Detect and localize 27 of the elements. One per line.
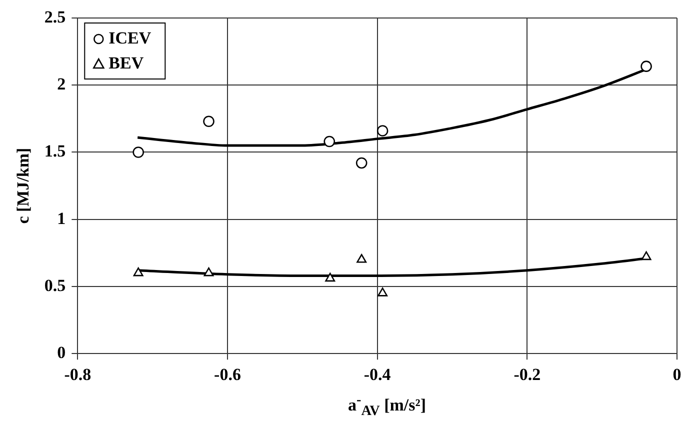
y-tick-label: 2	[57, 74, 66, 94]
y-tick-label: 0	[57, 342, 66, 362]
point	[640, 60, 652, 72]
point	[325, 272, 336, 282]
x-tick-label: -0.4	[364, 365, 392, 384]
x-axis-title: a$^{-}$$_{AV}$ [m/s²]	[346, 392, 427, 420]
point	[324, 136, 336, 148]
x-tick-label: -0.2	[514, 365, 541, 384]
point	[376, 125, 388, 136]
x-tick-label: -0.8	[64, 365, 92, 384]
x-tick-label: -0.6	[214, 365, 241, 384]
legend-label: ICEV	[108, 28, 152, 48]
point	[204, 267, 214, 276]
point	[356, 254, 367, 263]
y-tick-label: 2.5	[44, 7, 66, 26]
x-tick-label: 0	[672, 365, 682, 384]
y-tick-label: 1.5	[44, 142, 66, 161]
point	[132, 146, 144, 158]
point	[356, 157, 368, 169]
point	[378, 288, 388, 296]
point	[641, 251, 652, 260]
y-tick-label: 0.5	[44, 276, 66, 295]
y-axis-title: c [MJ/km]	[14, 148, 33, 224]
legend-label: BEV	[108, 53, 144, 72]
point	[203, 116, 214, 128]
point	[133, 267, 144, 276]
y-tick-label: 1	[57, 208, 66, 228]
